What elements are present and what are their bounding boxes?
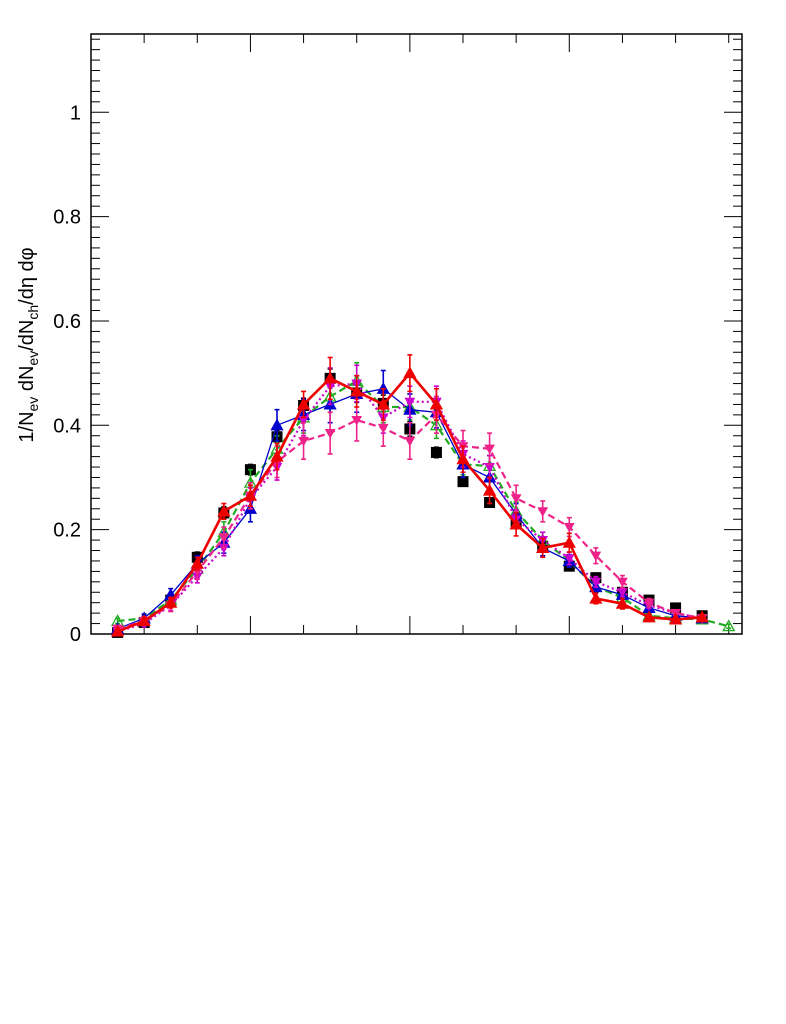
plot-frame-border	[90, 33, 743, 635]
y-axis-title-part: /dη dφ	[16, 247, 38, 304]
data-point-marker	[457, 476, 469, 488]
data-point-marker	[722, 619, 736, 632]
data-series-line	[117, 379, 729, 628]
data-point-marker	[351, 415, 363, 426]
data-point-marker	[456, 452, 470, 465]
data-point-marker	[482, 483, 497, 496]
data-point-marker	[563, 522, 575, 533]
tick-labels: 0 0.2 0.4 0.6 0.8 1	[53, 102, 81, 646]
data-series-line	[117, 382, 703, 633]
data-point-marker	[403, 366, 417, 379]
data-point-marker	[430, 446, 442, 458]
y-tick-label: 1	[70, 102, 81, 124]
data-point-marker	[668, 612, 683, 625]
data-point-marker	[298, 436, 309, 447]
data-point-marker	[350, 384, 364, 397]
data-point-marker	[429, 397, 444, 410]
data-point-marker	[137, 614, 151, 627]
data-point-marker	[110, 624, 125, 637]
y-tick-label: 0.2	[53, 520, 81, 542]
data-series-group	[110, 354, 736, 638]
data-point-marker	[376, 397, 390, 410]
data-point-marker	[377, 423, 389, 434]
y-tick-label: 0.4	[53, 415, 81, 437]
data-point-marker	[562, 535, 576, 548]
y-axis-title-part: ch	[25, 305, 41, 320]
y-tick-label: 0	[70, 624, 81, 646]
data-point-marker	[404, 436, 416, 447]
data-point-marker	[615, 596, 630, 609]
data-point-marker	[323, 371, 337, 384]
data-point-marker	[642, 610, 656, 623]
data-point-marker	[590, 577, 602, 588]
y-axis-title-part: ev	[25, 351, 41, 366]
data-point-marker	[509, 517, 523, 530]
data-point-marker	[190, 556, 204, 569]
y-tick-label: 0.8	[53, 207, 81, 229]
data-series	[110, 354, 709, 637]
y-axis-title-part: ev	[25, 397, 41, 412]
data-point-marker	[590, 551, 602, 562]
data-point-marker	[643, 598, 655, 609]
data-point-marker	[536, 541, 550, 553]
data-point-marker	[617, 577, 628, 588]
data-point-marker	[510, 494, 522, 504]
data-point-marker	[164, 595, 178, 608]
data-point-marker	[270, 418, 284, 431]
plot-frame	[90, 33, 743, 635]
data-point-marker	[695, 610, 709, 623]
data-point-marker	[218, 533, 230, 544]
data-point-marker	[243, 488, 258, 501]
data-point-marker	[563, 554, 575, 564]
data-point-marker	[270, 449, 284, 462]
data-point-marker	[217, 504, 231, 517]
data-point-marker	[404, 397, 416, 408]
data-point-marker	[537, 507, 549, 517]
y-axis-title-part: dN	[16, 366, 38, 397]
data-point-marker	[324, 429, 336, 439]
y-axis-title-part: /dN	[16, 320, 38, 351]
y-axis-title-part: 1/N	[16, 411, 38, 442]
y-tick-label: 0.6	[53, 311, 81, 333]
data-point-marker	[296, 397, 311, 410]
data-point-marker	[589, 591, 603, 604]
y-axis-title: 1/Nev dNev/dNch/dη dφ	[16, 247, 41, 442]
data-point-marker	[484, 444, 495, 455]
data-point-marker	[670, 602, 682, 614]
